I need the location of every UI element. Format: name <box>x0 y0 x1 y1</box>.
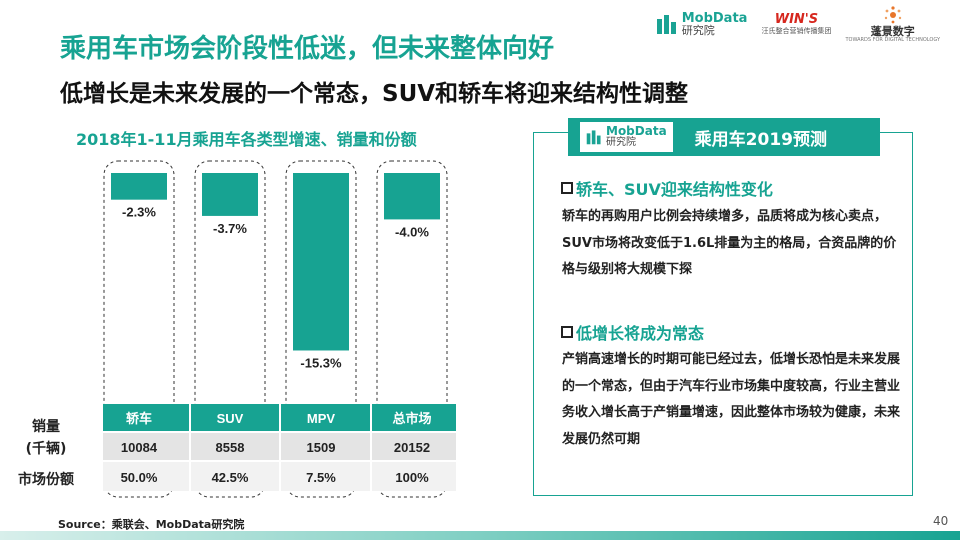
page-title: 乘用车市场会阶段性低迷，但未来整体向好 <box>60 34 555 64</box>
mobdata-logo-text: MobData <box>681 10 748 26</box>
table-header-cell: 总市场 <box>392 411 431 426</box>
row-label-share: 市场份额 <box>18 471 74 488</box>
mobdata-mark-icon <box>656 15 676 35</box>
wins-logo-text: WIN'S <box>774 12 819 28</box>
bar-总市场 <box>384 173 440 220</box>
column-frame-1 <box>194 160 266 498</box>
bar-value-label: -15.3% <box>300 355 342 370</box>
section-heading-text: 轿车、SUV迎来结构性变化 <box>576 180 773 199</box>
chart-title: 2018年1-11月乘用车各类型增速、销量和份额 <box>76 130 417 149</box>
pengjing-mark-icon <box>884 6 901 24</box>
source-note: Source：乘联会、MobData研究院 <box>58 518 245 531</box>
table-header-cell: 轿车 <box>126 411 152 426</box>
column-frame-3 <box>376 160 448 498</box>
forecast-panel-header: MobData 研究院 乘用车2019预测 <box>568 118 880 156</box>
mobdata-mark-icon <box>586 130 601 145</box>
panel-mobdata-text: MobData <box>606 124 667 139</box>
wins-logo-sub: 汪氏整合营销传播集团 <box>761 26 832 35</box>
panel-mobdata-sub: 研究院 <box>606 137 636 149</box>
column-frame-0 <box>103 160 175 498</box>
section-heading-structure: 轿车、SUV迎来结构性变化 <box>561 176 773 200</box>
section-body-structure: 轿车的再购用户比例会持续增多，品质将成为核心卖点，SUV市场将改变低于1.6L排… <box>562 209 897 277</box>
bar-MPV <box>293 173 349 351</box>
growth-bar-chart: -2.3% -3.7% -15.3% -4.0% 轿车 10084 50.0% SUV 8558… <box>18 160 456 498</box>
column-frame-2 <box>285 160 357 498</box>
panel-mobdata-logo: MobData 研究院 <box>580 122 673 152</box>
bar-轿车 <box>111 173 167 200</box>
section-heading-text: 低增长将成为常态 <box>576 324 705 343</box>
logo-group: MobData 研究院 WIN'S 汪氏整合营销传播集团 蓬景数字 TOWARD… <box>656 6 940 43</box>
checkbox-square-icon <box>561 326 573 338</box>
table-share-cell: 42.5% <box>212 470 249 485</box>
table-sales-cell: 10084 <box>121 440 158 455</box>
table-header-cell: MPV <box>307 411 336 426</box>
bar-value-label: -3.7% <box>213 221 247 236</box>
pengjing-logo-sub: TOWARDS FOR DIGITAL TECHNOLOGY <box>845 36 940 43</box>
pengjing-logo: 蓬景数字 TOWARDS FOR DIGITAL TECHNOLOGY <box>845 6 940 43</box>
table-share-cell: 100% <box>395 470 429 485</box>
page-subtitle: 低增长是未来发展的一个常态，SUV和轿车将迎来结构性调整 <box>60 81 689 107</box>
table-header-cell: SUV <box>217 411 244 426</box>
wins-logo: WIN'S 汪氏整合营销传播集团 <box>761 13 831 35</box>
pengjing-logo-text: 蓬景数字 <box>870 25 915 38</box>
mobdata-logo: MobData 研究院 <box>656 10 748 38</box>
section-body-growth: 产销高速增长的时期可能已经过去，低增长恐怕是未来发展的一个常态，但由于汽车行业市… <box>562 352 901 447</box>
bar-value-label: -4.0% <box>395 224 429 239</box>
row-label-sales: 销量 <box>32 418 60 435</box>
table-sales-cell: 8558 <box>216 440 245 455</box>
panel-title: 乘用车2019预测 <box>694 129 827 150</box>
bottom-gradient-bar <box>0 531 960 540</box>
checkbox-square-icon <box>561 182 573 194</box>
bar-value-label: -2.3% <box>122 205 156 220</box>
table-sales-cell: 1509 <box>307 440 336 455</box>
table-share-cell: 7.5% <box>306 470 336 485</box>
section-heading-growth: 低增长将成为常态 <box>561 320 704 344</box>
row-label-sales-unit: (千辆) <box>26 440 67 457</box>
bar-SUV <box>202 173 258 216</box>
mobdata-logo-sub: 研究院 <box>681 24 715 38</box>
page-number: 40 <box>933 514 949 528</box>
table-sales-cell: 20152 <box>394 440 430 455</box>
table-share-cell: 50.0% <box>121 470 158 485</box>
